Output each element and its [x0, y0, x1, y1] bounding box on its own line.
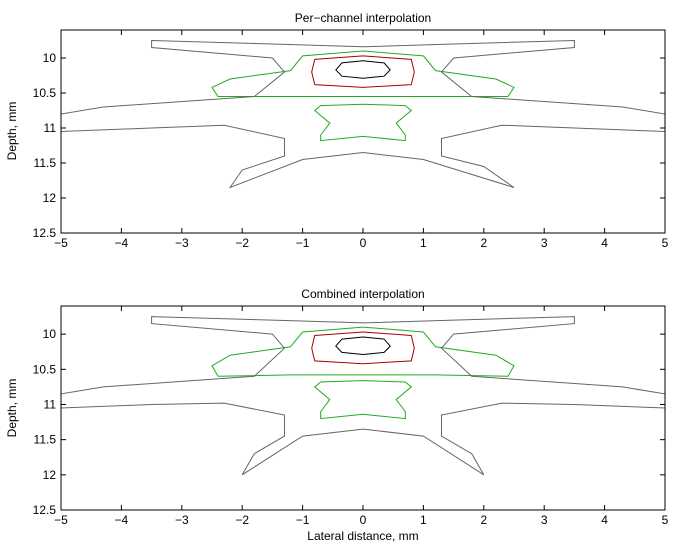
x-tick-label: −5 — [54, 236, 68, 250]
x-tick-label: −5 — [54, 513, 68, 527]
x-tick-label: 0 — [360, 236, 367, 250]
y-tick-label: 10.5 — [33, 362, 57, 376]
x-tick-label: −4 — [115, 236, 129, 250]
y-axis-label: Depth, mm — [5, 379, 19, 438]
x-tick-label: 3 — [541, 236, 548, 250]
x-tick-label: −2 — [235, 513, 249, 527]
x-axis-label: Lateral distance, mm — [307, 529, 418, 543]
y-tick-label: 10 — [43, 327, 57, 341]
panel-combined: Combined interpolation Depth, mm Lateral… — [5, 287, 669, 543]
x-tick-label: 5 — [662, 236, 669, 250]
x-tick-label: −3 — [175, 236, 189, 250]
x-tick-label: 3 — [541, 513, 548, 527]
contour-line — [335, 60, 391, 79]
x-tick-label: −4 — [115, 513, 129, 527]
x-tick-label: −2 — [235, 236, 249, 250]
y-tick-label: 11 — [44, 121, 57, 135]
y-tick-label: 11 — [44, 397, 57, 411]
x-tick-label: 4 — [601, 513, 608, 527]
panel-per-channel: Per−channel interpolation Depth, mm −5 −4… — [5, 11, 669, 250]
panel-title: Combined interpolation — [301, 287, 424, 301]
x-tick-label: 2 — [480, 236, 487, 250]
x-tick-label: 4 — [601, 236, 608, 250]
contour-line — [311, 55, 415, 88]
y-tick-label: 11.5 — [34, 433, 57, 447]
x-tick-label: 1 — [420, 236, 427, 250]
x-tick-label: 5 — [662, 513, 669, 527]
contour-line — [211, 50, 515, 97]
x-tick-label: 0 — [360, 513, 367, 527]
contour-line — [60, 39, 666, 189]
y-tick-label: 11.5 — [34, 156, 57, 170]
y-tick-label: 12 — [43, 191, 57, 205]
contour-line — [311, 331, 415, 365]
panel-title: Per−channel interpolation — [295, 11, 431, 25]
x-tick-label: −1 — [296, 513, 310, 527]
x-tick-label: −3 — [175, 513, 189, 527]
contour-line — [335, 336, 391, 356]
y-tick-label: 12.5 — [33, 226, 57, 240]
x-tick-label: 2 — [480, 513, 487, 527]
y-tick-label: 10 — [43, 51, 57, 65]
contour-line — [211, 326, 515, 377]
y-axis-label: Depth, mm — [5, 102, 19, 161]
contour-line — [60, 316, 666, 476]
x-tick-label: 1 — [420, 513, 427, 527]
y-tick-label: 12 — [43, 468, 57, 482]
y-tick-label: 12.5 — [33, 503, 57, 517]
contour-line — [313, 380, 413, 420]
y-tick-label: 10.5 — [33, 86, 57, 100]
contour-line — [313, 103, 413, 142]
x-tick-label: −1 — [296, 236, 310, 250]
